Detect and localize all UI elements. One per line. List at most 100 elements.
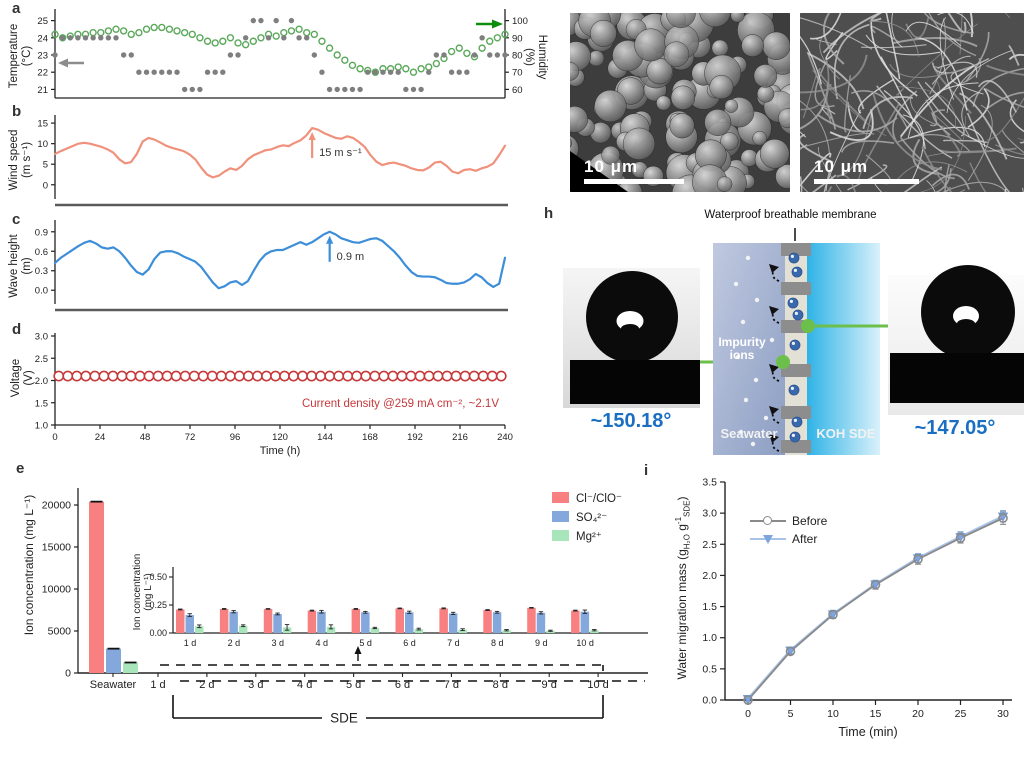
scalebar-f: 10 μm [584,157,684,184]
svg-text:4 d: 4 d [297,679,312,691]
legend-item-cl: Cl⁻/ClO⁻ [552,488,622,507]
legend-label-before: Before [792,514,828,528]
membrane-title: Waterproof breathable membrane [704,209,877,221]
legend-label-after: After [792,532,818,546]
svg-text:2 d: 2 d [199,679,214,691]
svg-text:2.5: 2.5 [35,354,48,365]
chart-wave-height: 0.0 0.3 0.6 0.9 0.9 m [35,220,508,312]
svg-text:10 d: 10 d [587,679,608,691]
panel-label-i: i [644,462,649,479]
before-marker-icon [750,516,786,526]
svg-text:1.0: 1.0 [35,421,48,432]
svg-text:23: 23 [37,51,48,62]
chart-wind-speed: 0 5 10 15 15 m s⁻¹ [37,115,508,207]
svg-text:5000: 5000 [48,626,72,638]
sem-image-fibers: 10 μm [800,13,1024,192]
scalebar-f-bar [584,179,684,184]
svg-text:Current density @259 mA cm⁻²,: Current density @259 mA cm⁻², ~2.1V [302,398,499,410]
svg-text:216: 216 [452,432,468,443]
svg-text:96: 96 [230,432,241,443]
panel-label-e: e [16,460,25,477]
svg-text:8 d: 8 d [493,679,508,691]
svg-text:240: 240 [497,432,513,443]
panel-label-a: a [12,0,21,17]
svg-text:2.5: 2.5 [702,539,717,551]
impurity-ions-label: Impurity ions [718,335,766,362]
svg-text:2.0: 2.0 [35,376,48,387]
svg-text:0.9 m: 0.9 m [337,251,365,263]
panel-label-b: b [12,103,22,120]
svg-text:20000: 20000 [42,500,71,512]
seawater-region-label: Seawater [720,426,778,441]
svg-text:1.5: 1.5 [35,398,48,409]
svg-text:15000: 15000 [42,542,71,554]
svg-text:6 d: 6 d [395,679,410,691]
svg-text:3.0: 3.0 [702,508,717,520]
legend-item-mg: Mg²⁺ [552,526,622,545]
svg-text:1 d: 1 d [184,638,197,648]
svg-text:25: 25 [37,16,48,27]
svg-text:5 d: 5 d [346,679,361,691]
svg-text:0.50: 0.50 [149,572,167,582]
svg-text:72: 72 [185,432,196,443]
contact-angle-right-value: ~147.05° [914,417,996,439]
svg-text:0.3: 0.3 [35,266,48,277]
svg-text:7 d: 7 d [444,679,459,691]
chart-temperature-humidity: 21 22 23 24 25 60 70 80 90 100 [37,9,528,99]
svg-text:3.0: 3.0 [35,332,48,343]
contact-angle-left-value: ~150.18° [590,410,672,432]
legend-swatch-so4 [552,511,569,522]
svg-text:2 d: 2 d [228,638,241,648]
svg-text:80: 80 [512,51,523,62]
svg-text:25: 25 [955,708,967,720]
svg-text:0: 0 [745,708,751,720]
svg-text:24: 24 [95,432,106,443]
legend-swatch-cl [552,492,569,503]
svg-text:30: 30 [997,708,1009,720]
legend-label-mg: Mg²⁺ [576,530,602,543]
svg-text:168: 168 [362,432,378,443]
svg-text:20: 20 [912,708,924,720]
after-marker-icon [750,534,786,544]
svg-text:10: 10 [827,708,839,720]
panel-label-c: c [12,211,21,228]
legend-label-cl: Cl⁻/ClO⁻ [576,492,622,505]
membrane-schematic [563,228,1024,455]
svg-text:5: 5 [43,160,48,171]
svg-text:9 d: 9 d [542,679,557,691]
scalebar-g: 10 μm [814,157,919,184]
svg-text:192: 192 [407,432,423,443]
svg-text:0.9: 0.9 [35,227,48,238]
svg-text:5: 5 [788,708,794,720]
svg-text:15 m s⁻¹: 15 m s⁻¹ [319,147,362,159]
svg-text:21: 21 [37,85,48,96]
svg-text:70: 70 [512,68,523,79]
svg-text:Seawater: Seawater [90,679,137,691]
chart-water-migration: 0.0 0.5 1.0 1.5 2.0 2.5 3.0 3.5 0 5 10 15 20 25 30 Time… [702,477,1012,739]
svg-text:SDE: SDE [330,711,358,726]
legend-item-so4: SO₄²⁻ [552,507,622,526]
scalebar-f-label: 10 μm [584,157,639,176]
svg-text:1.0: 1.0 [702,632,717,644]
legend-swatch-mg [552,530,569,541]
svg-text:5 d: 5 d [359,638,372,648]
svg-text:7 d: 7 d [447,638,460,648]
scalebar-g-label: 10 μm [814,157,869,176]
svg-text:90: 90 [512,33,523,44]
svg-text:15: 15 [37,119,48,130]
svg-text:10: 10 [37,139,48,150]
svg-text:120: 120 [272,432,288,443]
svg-text:24: 24 [37,33,48,44]
legend-item-before: Before [750,512,827,530]
koh-sde-region-label: KOH SDE [816,426,876,441]
chart-ion-concentration: 0 5000 10000 15000 20000 Seawater 1 d 2 d 3 d 4 d… [42,488,648,726]
svg-text:0.5: 0.5 [702,663,717,675]
svg-text:6 d: 6 d [403,638,416,648]
svg-text:60: 60 [512,85,523,96]
svg-text:8 d: 8 d [491,638,504,648]
legend-before-after: Before After [750,512,827,548]
svg-text:0.0: 0.0 [702,695,717,707]
svg-text:0: 0 [43,180,48,191]
legend-item-after: After [750,530,827,548]
